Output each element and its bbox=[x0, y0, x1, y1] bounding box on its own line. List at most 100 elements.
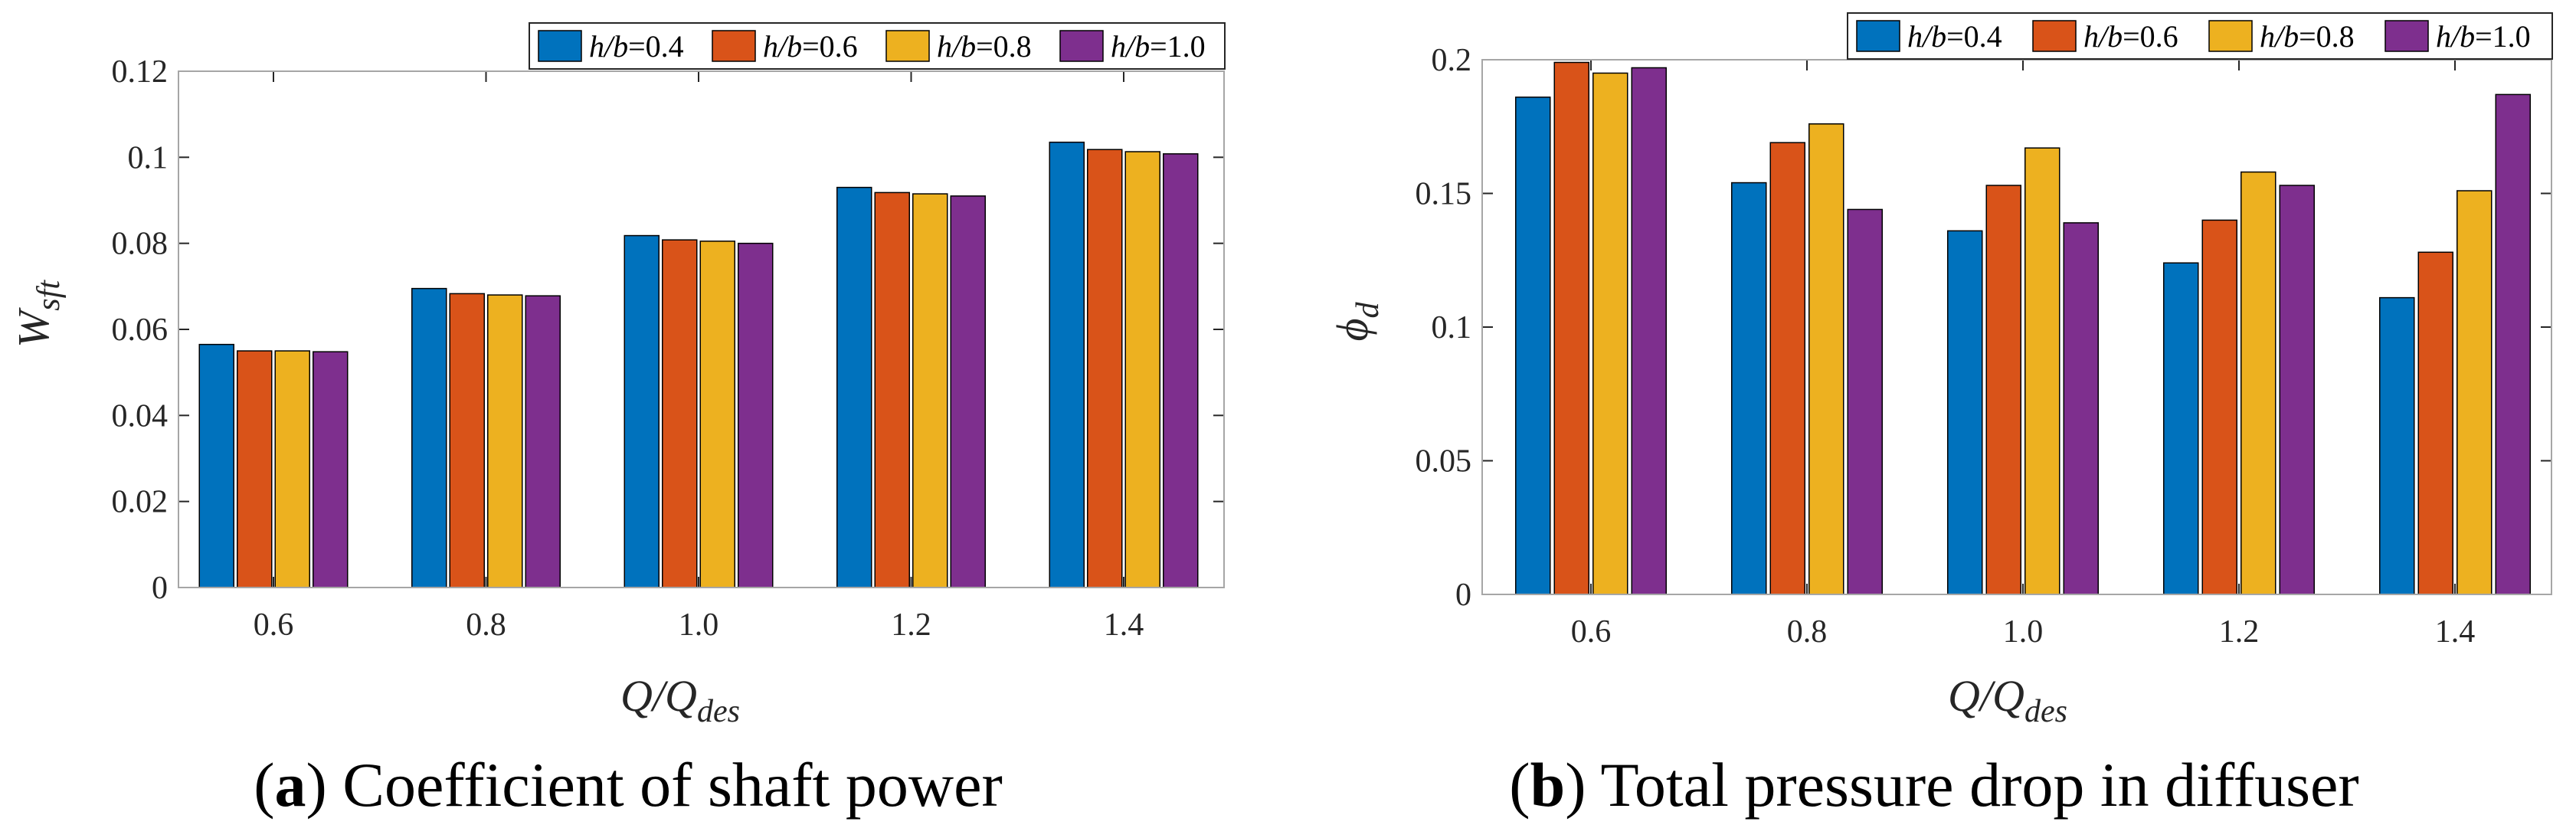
a-legend-label: h/b=0.6 bbox=[763, 29, 858, 64]
b-y-tick-label: 0 bbox=[1455, 578, 1471, 613]
panel-b-y-axis-sub: d bbox=[1350, 301, 1386, 318]
panel-a-x-axis-title: Q/Qdes bbox=[620, 671, 740, 729]
b-bar-1.2-hb0.4 bbox=[2163, 262, 2199, 595]
a-bar-1.4-hb0.8 bbox=[1124, 151, 1160, 588]
panel-b-bars bbox=[1515, 61, 2531, 595]
a-bar-1.0-hb0.6 bbox=[662, 239, 698, 588]
panel-b-y-ticks: 0 0.05 0.1 0.15 0.2 bbox=[1416, 43, 2551, 613]
a-y-tick-label: 0.06 bbox=[112, 313, 169, 348]
b-bar-1.2-hb0.8 bbox=[2240, 171, 2277, 595]
b-bar-0.6-hb0.8 bbox=[1592, 72, 1628, 595]
a-legend-swatch bbox=[1059, 30, 1104, 62]
b-bar-1.4-hb1.0 bbox=[2495, 93, 2531, 595]
a-bar-0.6-hb0.8 bbox=[274, 350, 310, 588]
panel-a-axes-frame bbox=[178, 70, 1225, 588]
panel-a-caption-open: ( bbox=[254, 750, 274, 820]
a-bar-0.8-hb1.0 bbox=[525, 295, 561, 588]
panel-b-x-axis-title: Q/Qdes bbox=[1948, 671, 2067, 729]
a-legend-label: h/b=1.0 bbox=[1111, 29, 1206, 64]
a-bar-1.0-hb0.8 bbox=[699, 241, 735, 588]
panel-b-legend-box bbox=[1847, 12, 2553, 60]
a-y-tick-label: 0.08 bbox=[112, 227, 169, 262]
a-bar-0.6-hb0.6 bbox=[237, 350, 273, 588]
a-bar-0.8-hb0.8 bbox=[487, 294, 523, 588]
panel-a-caption: (a) Coefficient of shaft power bbox=[254, 750, 1003, 820]
a-bar-1.4-hb1.0 bbox=[1163, 153, 1199, 588]
panel-b-x-axis-main: Q/Q bbox=[1948, 671, 2024, 721]
a-legend-swatch bbox=[712, 30, 756, 62]
b-bar-0.6-hb0.4 bbox=[1515, 97, 1551, 595]
a-bar-1.4-hb0.4 bbox=[1049, 141, 1085, 588]
panel-a-caption-text: ) Coefficient of shaft power bbox=[306, 750, 1003, 820]
panel-b-legend-items: h/b=0.4 h/b=0.6 h/b=0.8 h/b=1.0 bbox=[1856, 19, 2531, 54]
a-y-tick-label: 0.12 bbox=[112, 54, 169, 90]
a-x-tick-label: 1.0 bbox=[679, 607, 719, 643]
b-bar-0.8-hb1.0 bbox=[1847, 208, 1883, 595]
b-bar-0.6-hb0.6 bbox=[1553, 61, 1589, 595]
b-legend-label: h/b=0.8 bbox=[2260, 19, 2355, 54]
a-legend-swatch bbox=[885, 30, 930, 62]
a-y-tick-label: 0.02 bbox=[112, 485, 169, 520]
b-bar-0.8-hb0.4 bbox=[1731, 182, 1767, 595]
a-bar-1.0-hb1.0 bbox=[738, 242, 774, 588]
panel-a-x-axis-main: Q/Q bbox=[620, 671, 697, 721]
a-x-tick-label: 1.2 bbox=[891, 607, 931, 643]
panel-a-legend-items: h/b=0.4 h/b=0.6 h/b=0.8 h/b=1.0 bbox=[538, 29, 1206, 64]
b-bar-1.2-hb0.6 bbox=[2201, 219, 2237, 595]
b-legend-swatch bbox=[2208, 20, 2253, 52]
b-bar-1.4-hb0.6 bbox=[2417, 251, 2453, 595]
panel-b-y-axis-main: ϕ bbox=[1327, 318, 1377, 341]
panel-a-bars bbox=[198, 141, 1199, 588]
panel-b-caption-letter: b bbox=[1530, 750, 1566, 820]
a-bar-1.2-hb0.4 bbox=[836, 186, 872, 588]
panel-b-legend: h/b=0.4 h/b=0.6 h/b=0.8 h/b=1.0 bbox=[1847, 12, 2553, 60]
panel-a-y-axis-main: W bbox=[8, 307, 58, 348]
panel-a-legend-box bbox=[529, 22, 1226, 70]
a-bar-0.6-hb0.4 bbox=[198, 343, 234, 588]
a-legend-label: h/b=0.4 bbox=[589, 29, 684, 64]
b-bar-1.0-hb0.8 bbox=[2024, 147, 2060, 595]
a-x-tick-label: 0.6 bbox=[254, 607, 294, 643]
b-legend-label: h/b=1.0 bbox=[2436, 19, 2531, 54]
panel-b-caption: (b) Total pressure drop in diffuser bbox=[1509, 750, 2358, 820]
b-bar-0.8-hb0.6 bbox=[1769, 142, 1805, 595]
b-bar-1.0-hb0.6 bbox=[1985, 185, 2021, 595]
panel-b-x-axis-sub: des bbox=[2024, 694, 2067, 729]
a-y-tick-label: 0.04 bbox=[112, 398, 169, 434]
panel-a-x-axis-sub: des bbox=[697, 694, 740, 729]
b-x-tick-label: 0.6 bbox=[1571, 614, 1612, 650]
panel-b-pressure-drop-chart: 00.050.10.150.2 0.6 0.8 1.0 1.2 1.4 h/b=0.4 h… bbox=[1327, 12, 2553, 820]
b-bar-1.2-hb1.0 bbox=[2279, 185, 2315, 595]
a-x-tick-label: 0.8 bbox=[466, 607, 506, 643]
b-y-tick-label: 0.1 bbox=[1432, 310, 1472, 345]
b-x-tick-label: 1.0 bbox=[2003, 614, 2044, 650]
panel-b-y-axis-title: ϕd bbox=[1327, 301, 1386, 341]
a-legend-label: h/b=0.8 bbox=[937, 29, 1032, 64]
panel-a-y-axis-title: Wsft bbox=[8, 280, 67, 348]
b-legend-swatch bbox=[2032, 20, 2077, 52]
a-legend-swatch bbox=[538, 30, 582, 62]
b-legend-label: h/b=0.4 bbox=[1907, 19, 2002, 54]
b-x-tick-label: 1.2 bbox=[2219, 614, 2260, 650]
a-x-tick-label: 1.4 bbox=[1104, 607, 1144, 643]
a-bar-0.6-hb1.0 bbox=[313, 351, 349, 588]
b-x-tick-label: 0.8 bbox=[1787, 614, 1828, 650]
b-y-tick-label: 0.05 bbox=[1416, 444, 1472, 480]
b-y-tick-label: 0.2 bbox=[1432, 43, 1472, 78]
b-legend-swatch bbox=[1856, 20, 1900, 52]
panel-a-y-ticks: 0 0.02 0.04 0.06 0.08 0.1 0.12 bbox=[112, 54, 1224, 606]
a-y-tick-label: 0.1 bbox=[128, 140, 169, 175]
b-bar-1.0-hb0.4 bbox=[1947, 230, 1983, 595]
a-bar-1.2-hb0.6 bbox=[874, 191, 910, 588]
panel-b-caption-text: ) Total pressure drop in diffuser bbox=[1565, 750, 2359, 820]
b-bar-0.8-hb0.8 bbox=[1808, 123, 1844, 595]
a-bar-1.2-hb1.0 bbox=[950, 195, 986, 588]
panel-b-caption-open: ( bbox=[1509, 750, 1530, 820]
panel-a-y-axis-sub: sft bbox=[31, 280, 67, 311]
panel-a-shaft-power-chart: 0 0.02 0.04 0.06 0.08 0.1 0.12 0.6 0.8 1.0 1.2 1.4… bbox=[8, 22, 1226, 820]
a-bar-1.2-hb0.8 bbox=[912, 193, 948, 588]
a-bar-1.0-hb0.4 bbox=[624, 234, 660, 588]
b-x-tick-label: 1.4 bbox=[2435, 614, 2476, 650]
panel-a-x-ticks: 0.6 0.8 1.0 1.2 1.4 bbox=[254, 71, 1144, 643]
